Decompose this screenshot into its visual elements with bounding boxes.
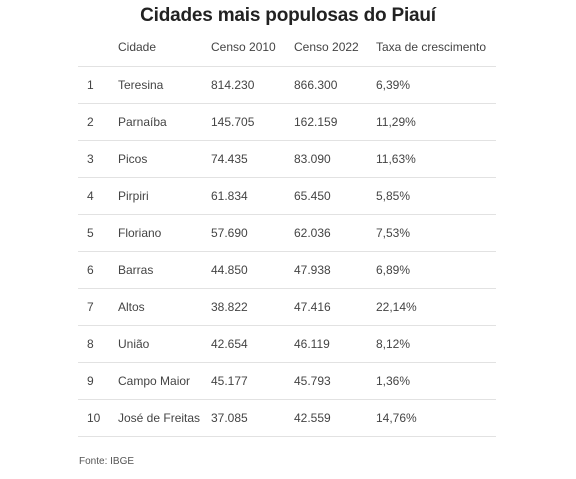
cell-census-2022: 162.159 [287, 103, 368, 141]
cell-growth-rate: 11,63% [368, 140, 496, 178]
cell-census-2010: 814.230 [204, 66, 287, 104]
table-row: 4 Pirpiri 61.834 65.450 5,85% [78, 177, 496, 215]
table-body: 1 Teresina 814.230 866.300 6,39% 2 Parna… [78, 66, 496, 437]
cell-growth-rate: 1,36% [368, 362, 496, 400]
cell-growth-rate: 22,14% [368, 288, 496, 326]
cell-growth-rate: 5,85% [368, 177, 496, 215]
cell-growth-rate: 6,39% [368, 66, 496, 104]
cell-city: Teresina [109, 66, 204, 104]
header-row: Cidade Censo 2010 Censo 2022 Taxa de cre… [78, 28, 496, 67]
header-rank [78, 28, 109, 67]
header-census-2022: Censo 2022 [287, 28, 368, 67]
cell-city: Barras [109, 251, 204, 289]
header-growth-rate: Taxa de crescimento [368, 28, 496, 67]
cell-city: Floriano [109, 214, 204, 252]
cell-growth-rate: 8,12% [368, 325, 496, 363]
cell-census-2010: 42.654 [204, 325, 287, 363]
table-row: 1 Teresina 814.230 866.300 6,39% [78, 66, 496, 104]
source-note: Fonte: IBGE [79, 456, 135, 467]
cell-census-2022: 83.090 [287, 140, 368, 178]
cell-census-2022: 65.450 [287, 177, 368, 215]
cell-census-2022: 46.119 [287, 325, 368, 363]
cell-census-2010: 145.705 [204, 103, 287, 141]
table-row: 7 Altos 38.822 47.416 22,14% [78, 288, 496, 326]
header-city: Cidade [109, 28, 204, 67]
cell-census-2022: 45.793 [287, 362, 368, 400]
cell-census-2022: 866.300 [287, 66, 368, 104]
header-census-2010: Censo 2010 [204, 28, 287, 67]
cell-census-2010: 45.177 [204, 362, 287, 400]
cell-census-2010: 44.850 [204, 251, 287, 289]
cell-rank: 2 [78, 103, 109, 141]
cell-rank: 1 [78, 66, 109, 104]
table-row: 5 Floriano 57.690 62.036 7,53% [78, 214, 496, 252]
page-title: Cidades mais populosas do Piauí [140, 5, 436, 26]
cell-growth-rate: 6,89% [368, 251, 496, 289]
cell-city: José de Freitas [109, 399, 204, 437]
cell-city: Pirpiri [109, 177, 204, 215]
cell-census-2010: 57.690 [204, 214, 287, 252]
cell-growth-rate: 14,76% [368, 399, 496, 437]
cell-rank: 6 [78, 251, 109, 289]
table-row: 8 União 42.654 46.119 8,12% [78, 325, 496, 363]
cell-city: Picos [109, 140, 204, 178]
cell-rank: 10 [78, 399, 109, 437]
cell-growth-rate: 7,53% [368, 214, 496, 252]
cell-census-2010: 61.834 [204, 177, 287, 215]
table-row: 6 Barras 44.850 47.938 6,89% [78, 251, 496, 289]
table-row: 10 José de Freitas 37.085 42.559 14,76% [78, 399, 496, 437]
cell-rank: 9 [78, 362, 109, 400]
table-row: 9 Campo Maior 45.177 45.793 1,36% [78, 362, 496, 400]
cell-census-2010: 37.085 [204, 399, 287, 437]
cell-rank: 3 [78, 140, 109, 178]
table-row: 2 Parnaíba 145.705 162.159 11,29% [78, 103, 496, 141]
cell-census-2022: 47.416 [287, 288, 368, 326]
cell-census-2022: 62.036 [287, 214, 368, 252]
cell-census-2022: 42.559 [287, 399, 368, 437]
cell-census-2010: 38.822 [204, 288, 287, 326]
cell-growth-rate: 11,29% [368, 103, 496, 141]
population-table: Cidade Censo 2010 Censo 2022 Taxa de cre… [78, 28, 496, 437]
cell-city: Altos [109, 288, 204, 326]
cell-census-2010: 74.435 [204, 140, 287, 178]
cell-census-2022: 47.938 [287, 251, 368, 289]
cell-city: União [109, 325, 204, 363]
cell-rank: 8 [78, 325, 109, 363]
cell-city: Parnaíba [109, 103, 204, 141]
cell-rank: 7 [78, 288, 109, 326]
table-row: 3 Picos 74.435 83.090 11,63% [78, 140, 496, 178]
cell-city: Campo Maior [109, 362, 204, 400]
cell-rank: 4 [78, 177, 109, 215]
table-header: Cidade Censo 2010 Censo 2022 Taxa de cre… [78, 28, 496, 67]
cell-rank: 5 [78, 214, 109, 252]
